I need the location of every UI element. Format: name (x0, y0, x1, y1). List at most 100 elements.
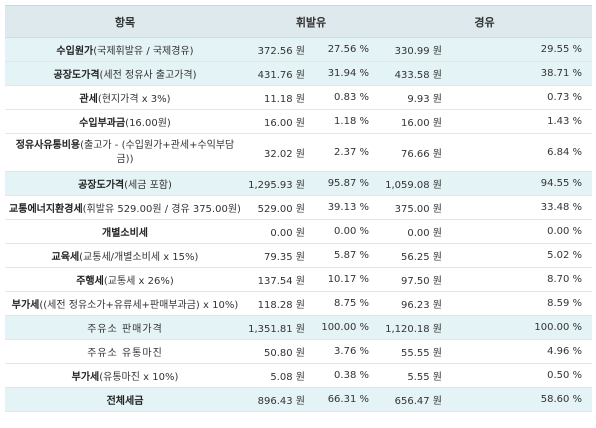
row-label-bold: 부가세 (71, 372, 100, 383)
row-label-note: (유통마진 x 10%) (99, 372, 179, 383)
row-label-note: (세금 포함) (124, 180, 172, 191)
diesel-amount: 96.23 원 (377, 291, 450, 316)
header-diesel: 경유 (377, 5, 593, 38)
diesel-amount: 97.50 원 (377, 267, 450, 292)
row-label-note: 주유소 판매가격 (87, 324, 163, 335)
price-breakdown-table: 항목 휘발유 경유 수입원가(국제휘발유 / 국제경유) 372.56 원 27… (5, 5, 593, 412)
gasoline-percent: 3.76 % (313, 339, 377, 364)
diesel-percent: 1.43 % (450, 109, 593, 134)
diesel-amount: 656.47 원 (377, 387, 450, 412)
row-label-note: ((세전 정유소가+유류세+판매부과금) x 10%) (39, 300, 239, 311)
diesel-percent: 38.71 % (450, 61, 593, 86)
row-label: 부가세((세전 정유소가+유류세+판매부과금) x 10%) (5, 291, 245, 316)
header-row: 항목 휘발유 경유 (5, 5, 593, 38)
row-label: 공장도가격(세금 포함) (5, 171, 245, 196)
row-label-bold: 관세 (79, 94, 98, 105)
gasoline-amount: 32.02 원 (245, 133, 313, 172)
table-row: 부가세((세전 정유소가+유류세+판매부과금) x 10%) 118.28 원 … (5, 291, 593, 316)
gasoline-percent: 10.17 % (313, 267, 377, 292)
table-row: 부가세(유통마진 x 10%) 5.08 원 0.38 % 5.55 원 0.5… (5, 363, 593, 388)
row-label-bold: 부가세 (11, 300, 40, 311)
gasoline-amount: 118.28 원 (245, 291, 313, 316)
gasoline-percent: 2.37 % (313, 133, 377, 172)
diesel-amount: 330.99 원 (377, 37, 450, 62)
diesel-amount: 1,059.08 원 (377, 171, 450, 196)
gasoline-percent: 95.87 % (313, 171, 377, 196)
diesel-amount: 5.55 원 (377, 363, 450, 388)
row-label: 주행세(교통세 x 26%) (5, 267, 245, 292)
diesel-percent: 29.55 % (450, 37, 593, 62)
gasoline-amount: 0.00 원 (245, 219, 313, 244)
gasoline-amount: 11.18 원 (245, 85, 313, 110)
table-row: 교통에너지환경세(휘발유 529.00원 / 경유 375.00원) 529.0… (5, 195, 593, 220)
row-label-bold: 주행세 (76, 276, 104, 287)
row-label-note: (휘발유 529.00원 / 경유 375.00원) (82, 204, 241, 215)
diesel-percent: 4.96 % (450, 339, 593, 364)
diesel-amount: 16.00 원 (377, 109, 450, 134)
table-row: 교육세(교통세/개별소비세 x 15%) 79.35 원 5.87 % 56.2… (5, 243, 593, 268)
row-label-note: (교통세 x 26%) (103, 276, 174, 287)
row-label-note: 주유소 유통마진 (87, 348, 163, 359)
gasoline-amount: 1,295.93 원 (245, 171, 313, 196)
gasoline-amount: 5.08 원 (245, 363, 313, 388)
diesel-percent: 33.48 % (450, 195, 593, 220)
fuel-price-breakdown: 항목 휘발유 경유 수입원가(국제휘발유 / 국제경유) 372.56 원 27… (5, 5, 593, 412)
diesel-percent: 5.02 % (450, 243, 593, 268)
diesel-percent: 6.84 % (450, 133, 593, 172)
row-label: 수입원가(국제휘발유 / 국제경유) (5, 37, 245, 62)
diesel-amount: 375.00 원 (377, 195, 450, 220)
gasoline-amount: 79.35 원 (245, 243, 313, 268)
diesel-percent: 58.60 % (450, 387, 593, 412)
gasoline-percent: 31.94 % (313, 61, 377, 86)
table-row: 주행세(교통세 x 26%) 137.54 원 10.17 % 97.50 원 … (5, 267, 593, 292)
header-gasoline: 휘발유 (245, 5, 377, 38)
gasoline-amount: 137.54 원 (245, 267, 313, 292)
table-row: 전체세금 896.43 원 66.31 % 656.47 원 58.60 % (5, 387, 593, 412)
diesel-percent: 0.00 % (450, 219, 593, 244)
row-label: 전체세금 (5, 387, 245, 412)
table-row: 공장도가격(세전 정유사 출고가격) 431.76 원 31.94 % 433.… (5, 61, 593, 86)
gasoline-amount: 50.80 원 (245, 339, 313, 364)
gasoline-percent: 66.31 % (313, 387, 377, 412)
row-label-bold: 교육세 (51, 252, 80, 263)
diesel-percent: 8.59 % (450, 291, 593, 316)
table-row: 정유사유통비용(출고가 - (수입원가+관세+수익부담금)) 32.02 원 2… (5, 133, 593, 172)
row-label-bold: 공장도가격 (53, 70, 100, 81)
diesel-percent: 100.00 % (450, 315, 593, 340)
table-row: 수입원가(국제휘발유 / 국제경유) 372.56 원 27.56 % 330.… (5, 37, 593, 62)
table-row: 개별소비세 0.00 원 0.00 % 0.00 원 0.00 % (5, 219, 593, 244)
row-label-bold: 전체세금 (106, 396, 144, 407)
diesel-amount: 0.00 원 (377, 219, 450, 244)
gasoline-amount: 1,351.81 원 (245, 315, 313, 340)
gasoline-percent: 1.18 % (313, 109, 377, 134)
row-label: 주유소 판매가격 (5, 315, 245, 340)
gasoline-amount: 372.56 원 (245, 37, 313, 62)
table-row: 주유소 판매가격 1,351.81 원 100.00 % 1,120.18 원 … (5, 315, 593, 340)
row-label-bold: 정유사유통비용 (15, 139, 81, 151)
diesel-percent: 0.50 % (450, 363, 593, 388)
header-item: 항목 (5, 5, 245, 38)
row-label: 교육세(교통세/개별소비세 x 15%) (5, 243, 245, 268)
table-row: 수입부과금(16.00원) 16.00 원 1.18 % 16.00 원 1.4… (5, 109, 593, 134)
diesel-amount: 55.55 원 (377, 339, 450, 364)
table-row: 관세(현지가격 x 3%) 11.18 원 0.83 % 9.93 원 0.73… (5, 85, 593, 110)
row-label: 관세(현지가격 x 3%) (5, 85, 245, 110)
row-label-note: (국제휘발유 / 국제경유) (93, 46, 194, 57)
diesel-amount: 76.66 원 (377, 133, 450, 172)
diesel-percent: 0.73 % (450, 85, 593, 110)
gasoline-amount: 529.00 원 (245, 195, 313, 220)
row-label-note: (세전 정유사 출고가격) (99, 70, 197, 81)
row-label: 교통에너지환경세(휘발유 529.00원 / 경유 375.00원) (5, 195, 245, 220)
diesel-amount: 9.93 원 (377, 85, 450, 110)
diesel-amount: 1,120.18 원 (377, 315, 450, 340)
gasoline-amount: 896.43 원 (245, 387, 313, 412)
row-label: 개별소비세 (5, 219, 245, 244)
gasoline-percent: 0.83 % (313, 85, 377, 110)
gasoline-percent: 100.00 % (313, 315, 377, 340)
gasoline-amount: 16.00 원 (245, 109, 313, 134)
gasoline-percent: 27.56 % (313, 37, 377, 62)
gasoline-percent: 8.75 % (313, 291, 377, 316)
row-label: 정유사유통비용(출고가 - (수입원가+관세+수익부담금)) (5, 133, 245, 172)
row-label: 주유소 유통마진 (5, 339, 245, 364)
row-label-bold: 수입부과금 (79, 118, 126, 129)
